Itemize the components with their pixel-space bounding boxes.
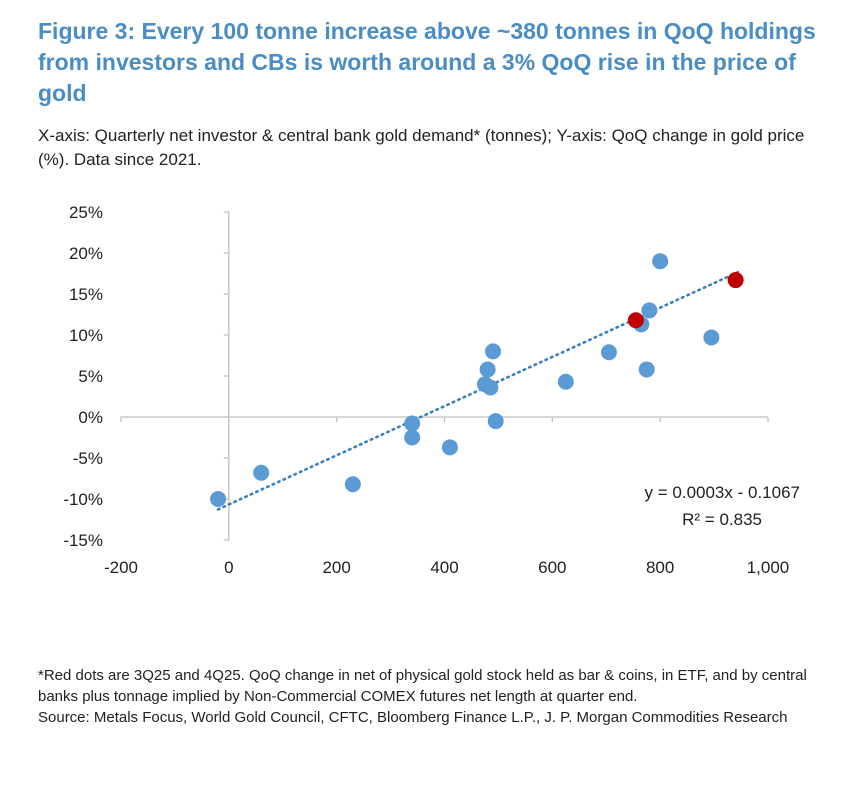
data-point <box>652 253 669 270</box>
y-tick-label: 15% <box>69 285 103 304</box>
data-point <box>482 379 499 396</box>
data-point-red <box>727 272 744 289</box>
source-text: Source: Metals Focus, World Gold Council… <box>38 709 788 726</box>
data-point-red <box>627 312 644 329</box>
data-point <box>600 344 617 361</box>
r-squared-label: R² = 0.835 <box>682 510 762 529</box>
y-tick-label: -10% <box>63 490 103 509</box>
y-tick-label: 5% <box>78 367 103 386</box>
data-point <box>404 415 421 432</box>
chart-title: Figure 3: Every 100 tonne increase above… <box>38 18 816 106</box>
tick-labels: -15% -10% -5% 0% 5% 10% 15% 20% 25% -200 0 200 400 60… <box>63 203 789 577</box>
data-points <box>210 253 744 507</box>
y-tick-label: 25% <box>69 203 103 222</box>
x-tick-label: 200 <box>322 558 350 577</box>
y-tick-label: 10% <box>69 326 103 345</box>
data-point <box>487 413 504 430</box>
x-tick-label: 1,000 <box>747 558 790 577</box>
y-tick-label: -15% <box>63 531 103 550</box>
x-tick-label: 0 <box>224 558 233 577</box>
x-tick-label: 400 <box>430 558 458 577</box>
data-point <box>638 361 655 378</box>
data-point <box>344 476 361 493</box>
scatter-chart: -15% -10% -5% 0% 5% 10% 15% 20% 25% -200 0 200 400 60… <box>63 203 800 577</box>
chart-subtitle: X-axis: Quarterly net investor & central… <box>38 126 805 169</box>
data-point <box>479 361 496 378</box>
data-point <box>404 429 421 446</box>
x-tick-label: 800 <box>646 558 674 577</box>
regression-equation: y = 0.0003x - 0.1067 <box>645 483 800 502</box>
x-tick-label: -200 <box>104 558 138 577</box>
footnote-block: *Red dots are 3Q25 and 4Q25. QoQ change … <box>38 665 828 728</box>
data-point <box>253 464 270 481</box>
y-tick-label: 20% <box>69 244 103 263</box>
data-point <box>557 373 574 390</box>
data-point <box>641 302 658 319</box>
data-point <box>210 491 227 507</box>
x-tick-label: 600 <box>538 558 566 577</box>
axes <box>120 211 769 541</box>
y-tick-label: -5% <box>73 449 103 468</box>
footnote-text: *Red dots are 3Q25 and 4Q25. QoQ change … <box>38 667 807 705</box>
data-point <box>441 439 458 456</box>
y-tick-label: 0% <box>78 408 103 427</box>
data-point <box>485 343 502 360</box>
data-point <box>703 329 720 346</box>
